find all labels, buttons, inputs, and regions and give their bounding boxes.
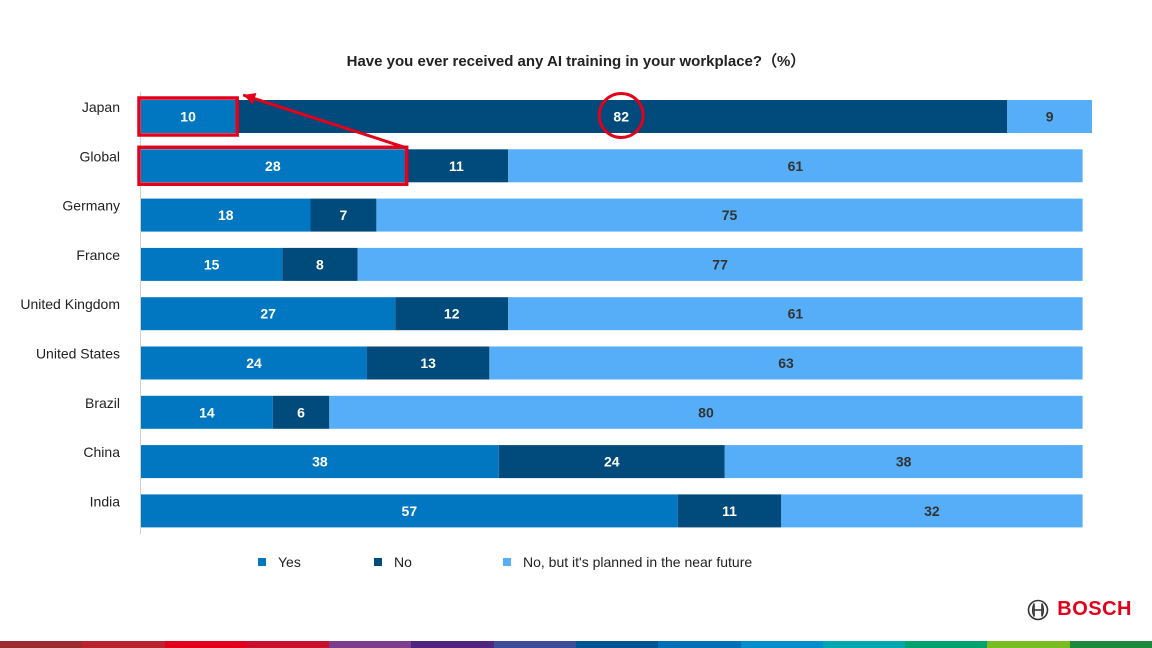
data-label-no-but-it-s-planned-in-the-near-future-china: 38: [896, 454, 912, 470]
bar-no-japan: [235, 100, 1008, 133]
data-label-no-germany: 7: [340, 207, 348, 223]
bar-yes-japan: [141, 100, 236, 133]
legend-label-planned: No, but it's planned in the near future: [523, 554, 753, 570]
bar-yes-united-kingdom: [141, 297, 396, 331]
band-segment: [329, 641, 412, 648]
annotation-box-japan: [137, 96, 239, 137]
data-label-yes-india: 57: [402, 503, 418, 519]
band-segment: [411, 641, 494, 648]
category-label-germany: Germany: [62, 198, 120, 214]
legend-label-no: No: [394, 554, 412, 570]
annotation-circle-japan: [597, 92, 645, 139]
bosch-armature-icon: [1027, 599, 1049, 620]
legend-swatch-no: [374, 558, 382, 566]
band-segment: [575, 641, 659, 648]
data-label-no-china: 24: [604, 454, 620, 470]
bar-yes-france: [141, 247, 283, 281]
chart-title: Have you ever received any AI training i…: [346, 53, 806, 70]
band-segment: [905, 641, 988, 648]
band-segment: [1069, 641, 1152, 648]
bar-yes-india: [141, 494, 678, 528]
bar-no-india: [677, 494, 782, 528]
category-label-united-kingdom: United Kingdom: [20, 296, 120, 312]
data-label-no-india: 11: [722, 503, 737, 519]
bar-no-but-it-s-planned-in-the-near-future-france: [357, 247, 1083, 281]
category-label-japan: Japan: [82, 99, 120, 115]
bar-no-but-it-s-planned-in-the-near-future-global: [508, 149, 1083, 183]
bar-no-brazil: [272, 395, 330, 429]
bar-no-but-it-s-planned-in-the-near-future-india: [781, 494, 1083, 528]
bar-no-united-kingdom: [395, 297, 509, 331]
data-label-no-france: 8: [316, 256, 324, 272]
bar-yes-united-states: [141, 346, 367, 380]
band-segment: [0, 641, 83, 648]
annotation-arrow-line: [242, 93, 406, 149]
bar-yes-germany: [141, 198, 311, 232]
bar-no-but-it-s-planned-in-the-near-future-united-states: [489, 346, 1083, 380]
data-label-no-united-kingdom: 12: [444, 306, 460, 322]
band-segment: [740, 641, 823, 648]
legend-item-planned: No, but it's planned in the near future: [503, 554, 752, 570]
data-label-yes-brazil: 14: [199, 404, 215, 420]
bar-no-united-states: [366, 346, 490, 380]
data-label-no-but-it-s-planned-in-the-near-future-global: 61: [788, 158, 804, 174]
band-segment: [82, 641, 165, 648]
band-segment: [822, 641, 906, 648]
legend-item-no: No: [374, 554, 412, 570]
band-segment: [658, 641, 741, 648]
band-segment: [493, 641, 576, 648]
band-segment: [164, 641, 247, 648]
band-segment: [987, 641, 1070, 648]
bar-no-but-it-s-planned-in-the-near-future-germany: [376, 198, 1083, 232]
legend-swatch-planned: [503, 558, 511, 566]
bar-no-france: [282, 247, 358, 281]
bar-no-but-it-s-planned-in-the-near-future-united-kingdom: [508, 297, 1083, 331]
data-label-yes-china: 38: [312, 454, 328, 470]
data-label-no-but-it-s-planned-in-the-near-future-germany: 75: [722, 207, 738, 223]
legend-item-yes: Yes: [258, 554, 301, 570]
data-label-no-but-it-s-planned-in-the-near-future-france: 77: [712, 256, 728, 272]
legend-label-yes: Yes: [278, 554, 301, 570]
bar-no-but-it-s-planned-in-the-near-future-japan: [1007, 100, 1092, 133]
data-label-no-united-states: 13: [420, 355, 436, 371]
annotation-arrow-head: [243, 92, 257, 105]
bar-yes-global: [141, 149, 405, 183]
data-label-yes-united-kingdom: 27: [260, 306, 276, 322]
data-label-no-but-it-s-planned-in-the-near-future-united-kingdom: 61: [788, 306, 804, 322]
category-label-united-states: United States: [36, 346, 120, 362]
bar-no-but-it-s-planned-in-the-near-future-china: [724, 445, 1083, 479]
data-label-yes-global: 28: [265, 158, 281, 174]
bar-no-but-it-s-planned-in-the-near-future-brazil: [329, 395, 1083, 429]
bar-no-germany: [310, 198, 377, 232]
bar-yes-brazil: [141, 395, 273, 429]
bar-yes-china: [141, 445, 499, 479]
category-label-china: China: [83, 444, 120, 460]
data-label-no-but-it-s-planned-in-the-near-future-india: 32: [924, 503, 940, 519]
bosch-logo: BOSCH: [1027, 598, 1132, 621]
category-label-france: France: [76, 247, 120, 263]
footer-color-band: [0, 641, 1152, 648]
annotation-box-global: [137, 145, 409, 187]
category-label-brazil: Brazil: [85, 395, 120, 411]
data-label-yes-germany: 18: [218, 207, 234, 223]
band-segment: [246, 641, 330, 648]
brand-name: BOSCH: [1057, 598, 1132, 620]
category-label-global: Global: [80, 148, 120, 164]
data-label-no-brazil: 6: [297, 404, 305, 420]
data-label-no-but-it-s-planned-in-the-near-future-japan: 9: [1046, 109, 1054, 125]
data-label-yes-united-states: 24: [246, 355, 262, 371]
data-label-yes-japan: 10: [180, 109, 196, 125]
bar-no-china: [498, 445, 725, 479]
legend-swatch-yes: [258, 558, 266, 566]
category-label-india: India: [90, 493, 121, 509]
data-label-no-but-it-s-planned-in-the-near-future-brazil: 80: [698, 404, 714, 420]
data-label-no-global: 11: [449, 158, 464, 174]
bar-no-global: [404, 149, 509, 183]
data-label-no-but-it-s-planned-in-the-near-future-united-states: 63: [778, 355, 794, 371]
data-label-yes-france: 15: [204, 256, 220, 272]
data-label-no-japan: 82: [613, 109, 629, 125]
